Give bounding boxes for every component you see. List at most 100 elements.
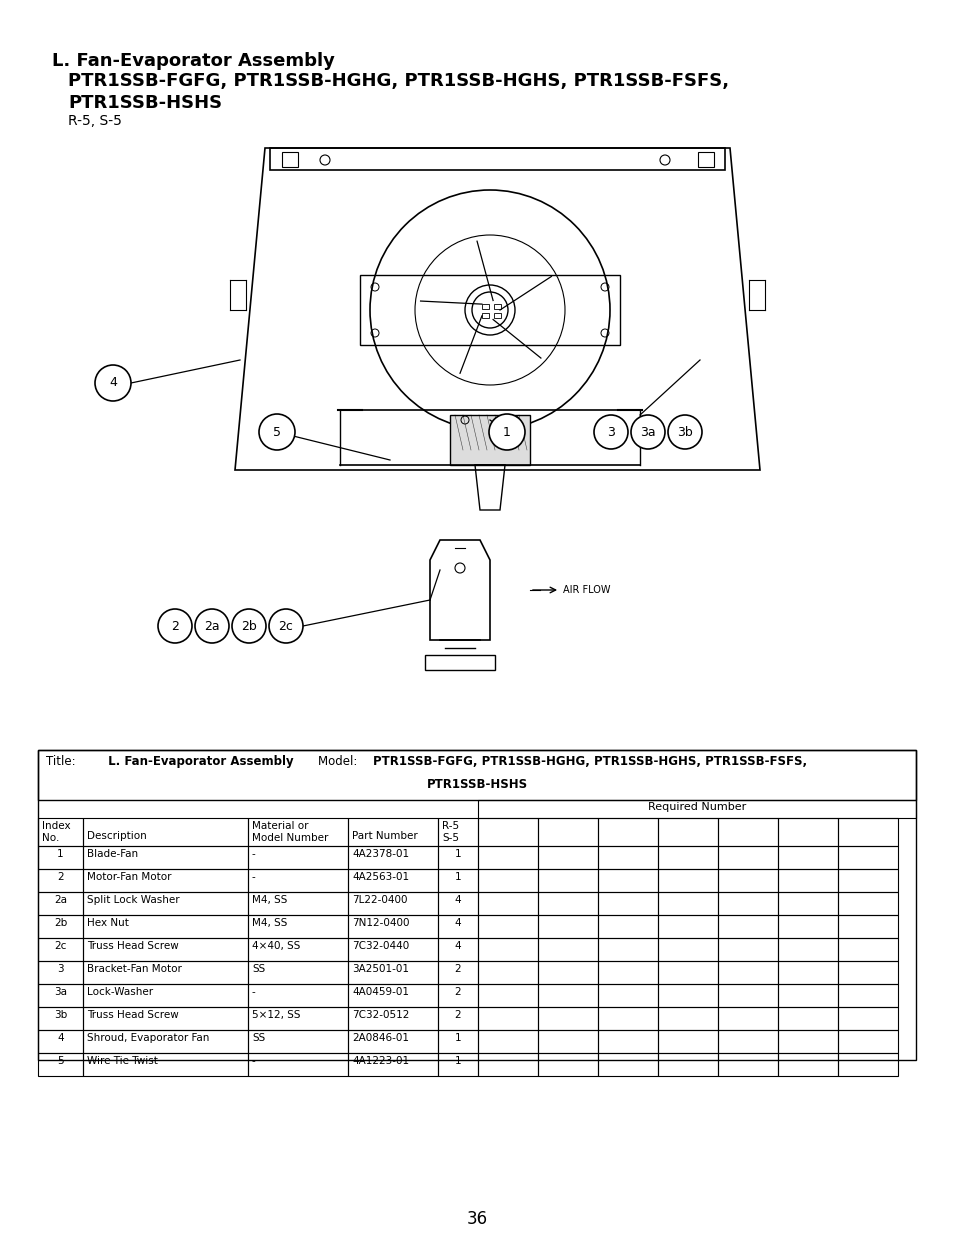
Bar xyxy=(348,869,437,892)
Bar xyxy=(248,1030,348,1053)
Bar xyxy=(437,1053,477,1076)
Text: 2c: 2c xyxy=(278,620,294,632)
Bar xyxy=(598,892,658,915)
Bar xyxy=(658,846,718,869)
Bar xyxy=(837,1007,897,1030)
Bar xyxy=(38,818,83,846)
Text: 3: 3 xyxy=(606,426,615,438)
Text: 3a: 3a xyxy=(54,987,67,997)
Text: 2A0846-01: 2A0846-01 xyxy=(352,1032,409,1044)
Bar xyxy=(718,1007,778,1030)
Text: Title:: Title: xyxy=(46,755,75,768)
Text: 2: 2 xyxy=(57,872,64,882)
Bar xyxy=(348,818,437,846)
Text: 5: 5 xyxy=(273,426,281,438)
Bar xyxy=(718,846,778,869)
Bar xyxy=(658,1053,718,1076)
Bar xyxy=(537,939,598,961)
Bar xyxy=(477,915,537,939)
Bar xyxy=(348,1053,437,1076)
Bar xyxy=(437,915,477,939)
Bar xyxy=(537,818,598,846)
Bar xyxy=(437,1030,477,1053)
Bar xyxy=(348,915,437,939)
Text: 4A2563-01: 4A2563-01 xyxy=(352,872,409,882)
Text: Split Lock Washer: Split Lock Washer xyxy=(87,895,179,905)
Text: Motor-Fan Motor: Motor-Fan Motor xyxy=(87,872,172,882)
Text: 3b: 3b xyxy=(53,1010,67,1020)
Bar xyxy=(837,869,897,892)
Bar xyxy=(537,869,598,892)
Bar xyxy=(598,915,658,939)
Text: 1: 1 xyxy=(57,848,64,860)
Text: 4A1223-01: 4A1223-01 xyxy=(352,1056,409,1066)
Text: 4: 4 xyxy=(455,941,461,951)
Text: 3b: 3b xyxy=(677,426,692,438)
Text: M4, SS: M4, SS xyxy=(252,895,287,905)
Bar xyxy=(437,1007,477,1030)
Bar xyxy=(658,1007,718,1030)
Bar xyxy=(537,984,598,1007)
Bar xyxy=(778,869,837,892)
Text: 2c: 2c xyxy=(54,941,67,951)
Bar xyxy=(437,846,477,869)
Bar xyxy=(778,818,837,846)
Text: Shroud, Evaporator Fan: Shroud, Evaporator Fan xyxy=(87,1032,209,1044)
Text: 4A0459-01: 4A0459-01 xyxy=(352,987,409,997)
Text: Index
No.: Index No. xyxy=(42,821,71,842)
Bar xyxy=(477,846,537,869)
Bar xyxy=(83,915,248,939)
Bar xyxy=(778,846,837,869)
Bar xyxy=(537,1007,598,1030)
Text: R-5
S-5: R-5 S-5 xyxy=(441,821,458,842)
Bar xyxy=(248,892,348,915)
Bar xyxy=(598,1030,658,1053)
Text: -: - xyxy=(252,872,255,882)
Text: 4: 4 xyxy=(455,895,461,905)
Circle shape xyxy=(232,609,266,643)
Bar xyxy=(348,892,437,915)
Text: 4: 4 xyxy=(109,377,117,389)
Bar xyxy=(83,1053,248,1076)
Text: Truss Head Screw: Truss Head Screw xyxy=(87,1010,178,1020)
Text: 1: 1 xyxy=(455,848,461,860)
Text: SS: SS xyxy=(252,1032,265,1044)
Circle shape xyxy=(158,609,192,643)
Bar xyxy=(537,846,598,869)
Bar xyxy=(658,961,718,984)
Bar xyxy=(778,939,837,961)
Bar xyxy=(83,846,248,869)
Bar xyxy=(348,939,437,961)
Bar xyxy=(38,869,83,892)
Polygon shape xyxy=(450,415,530,466)
Bar xyxy=(718,818,778,846)
Bar xyxy=(38,1007,83,1030)
Bar xyxy=(248,869,348,892)
Bar xyxy=(38,1053,83,1076)
Bar xyxy=(348,846,437,869)
Circle shape xyxy=(258,414,294,450)
Bar xyxy=(83,1007,248,1030)
Text: 3a: 3a xyxy=(639,426,655,438)
Bar xyxy=(778,1007,837,1030)
Bar xyxy=(837,984,897,1007)
Bar xyxy=(38,1030,83,1053)
Bar xyxy=(598,1007,658,1030)
Bar xyxy=(477,1007,537,1030)
Text: 4: 4 xyxy=(455,918,461,927)
Bar xyxy=(537,1053,598,1076)
Text: R-5, S-5: R-5, S-5 xyxy=(68,114,122,128)
Bar xyxy=(658,915,718,939)
Bar xyxy=(537,1030,598,1053)
Text: 1: 1 xyxy=(502,426,511,438)
Bar xyxy=(837,892,897,915)
Bar xyxy=(658,1030,718,1053)
Bar xyxy=(437,961,477,984)
Bar xyxy=(778,915,837,939)
Bar xyxy=(658,939,718,961)
Text: -: - xyxy=(252,848,255,860)
Text: Bracket-Fan Motor: Bracket-Fan Motor xyxy=(87,965,182,974)
Text: 2: 2 xyxy=(455,1010,461,1020)
Bar xyxy=(718,892,778,915)
Bar xyxy=(348,961,437,984)
